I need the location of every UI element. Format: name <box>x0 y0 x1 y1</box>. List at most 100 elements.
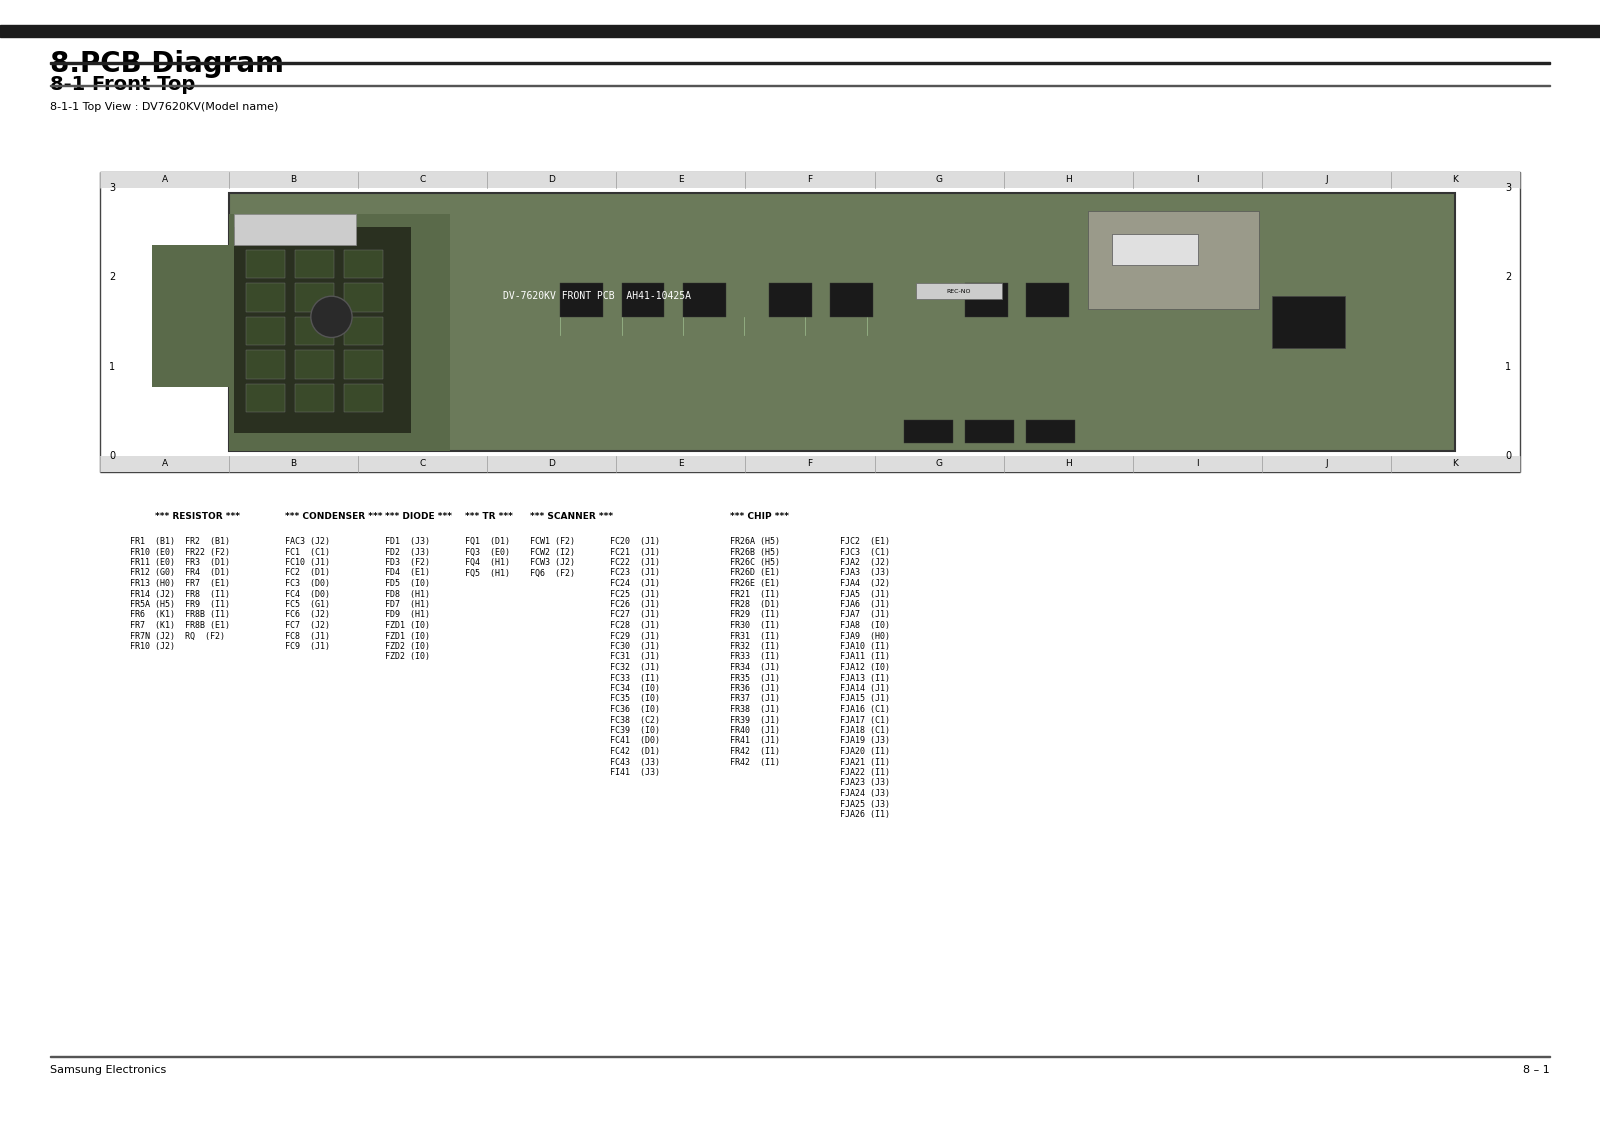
Text: FR8  (I1): FR8 (I1) <box>186 590 230 599</box>
Text: FJA23 (J3): FJA23 (J3) <box>840 779 890 788</box>
Text: FJA2  (J2): FJA2 (J2) <box>840 558 890 567</box>
Bar <box>1088 211 1259 309</box>
Text: *** SCANNER ***: *** SCANNER *** <box>530 512 613 521</box>
Text: FJA3  (J3): FJA3 (J3) <box>840 568 890 577</box>
Bar <box>99 172 1520 472</box>
Text: 8 – 1: 8 – 1 <box>1523 1065 1550 1075</box>
Bar <box>246 317 285 345</box>
Text: FC33  (I1): FC33 (I1) <box>610 674 661 683</box>
Text: F: F <box>808 175 813 185</box>
Text: FC35  (I0): FC35 (I0) <box>610 695 661 703</box>
Text: 8-1 Front Top: 8-1 Front Top <box>50 75 195 94</box>
Text: C: C <box>419 175 426 185</box>
Text: FC39  (I0): FC39 (I0) <box>610 726 661 735</box>
Text: FD5  (I0): FD5 (I0) <box>386 578 430 588</box>
Text: FQ5  (H1): FQ5 (H1) <box>466 568 510 577</box>
Text: 0: 0 <box>109 451 115 461</box>
Text: FZD2 (I0): FZD2 (I0) <box>386 652 430 661</box>
Text: FC29  (J1): FC29 (J1) <box>610 632 661 641</box>
Text: RQ  (F2): RQ (F2) <box>186 632 226 641</box>
Text: 3: 3 <box>109 183 115 192</box>
Text: FJA15 (J1): FJA15 (J1) <box>840 695 890 703</box>
Bar <box>344 351 382 379</box>
Text: FR7N (J2): FR7N (J2) <box>130 632 174 641</box>
Text: FZD1 (I0): FZD1 (I0) <box>386 632 430 641</box>
Text: I: I <box>1195 460 1198 469</box>
Text: FZD1 (I0): FZD1 (I0) <box>386 621 430 631</box>
Text: FJA4  (J2): FJA4 (J2) <box>840 578 890 588</box>
Text: FJA18 (C1): FJA18 (C1) <box>840 726 890 735</box>
Text: FD1  (J3): FD1 (J3) <box>386 537 430 546</box>
Text: FC22  (J1): FC22 (J1) <box>610 558 661 567</box>
Text: FJA17 (C1): FJA17 (C1) <box>840 715 890 724</box>
Text: FR11 (E0): FR11 (E0) <box>130 558 174 567</box>
Text: FC28  (J1): FC28 (J1) <box>610 621 661 631</box>
Text: FJA6  (J1): FJA6 (J1) <box>840 600 890 609</box>
Text: FD3  (F2): FD3 (F2) <box>386 558 430 567</box>
Text: *** TR ***: *** TR *** <box>466 512 514 521</box>
Bar <box>246 351 285 379</box>
Text: 2: 2 <box>1506 273 1510 282</box>
Text: FR35  (J1): FR35 (J1) <box>730 674 781 683</box>
Text: 8.PCB Diagram: 8.PCB Diagram <box>50 50 285 78</box>
Text: FC32  (J1): FC32 (J1) <box>610 663 661 672</box>
Text: FR28  (D1): FR28 (D1) <box>730 600 781 609</box>
Text: FD4  (E1): FD4 (E1) <box>386 568 430 577</box>
Text: FJA5  (J1): FJA5 (J1) <box>840 590 890 599</box>
Text: FC43  (J3): FC43 (J3) <box>610 757 661 766</box>
Text: DV-7620KV FRONT PCB  AH41-10425A: DV-7620KV FRONT PCB AH41-10425A <box>502 291 691 301</box>
Text: FC7  (J2): FC7 (J2) <box>285 621 330 631</box>
Text: FC41  (D0): FC41 (D0) <box>610 737 661 746</box>
Text: FC20  (J1): FC20 (J1) <box>610 537 661 546</box>
Circle shape <box>310 297 352 337</box>
Text: FR41  (J1): FR41 (J1) <box>730 737 781 746</box>
Text: FR8B (I1): FR8B (I1) <box>186 610 230 619</box>
Text: REC-NO: REC-NO <box>947 289 971 293</box>
Bar <box>294 250 334 278</box>
Bar <box>229 192 1456 451</box>
Text: FD2  (J3): FD2 (J3) <box>386 548 430 557</box>
Text: FR30  (I1): FR30 (I1) <box>730 621 781 631</box>
Bar <box>294 384 334 412</box>
Bar <box>344 384 382 412</box>
Text: FJA9  (H0): FJA9 (H0) <box>840 632 890 641</box>
Text: FJA24 (J3): FJA24 (J3) <box>840 789 890 798</box>
Bar <box>1026 283 1069 317</box>
Text: FJA11 (I1): FJA11 (I1) <box>840 652 890 661</box>
Text: *** CONDENSER ***: *** CONDENSER *** <box>285 512 382 521</box>
Text: FD7  (H1): FD7 (H1) <box>386 600 430 609</box>
Text: FJA19 (J3): FJA19 (J3) <box>840 737 890 746</box>
Text: FR32  (I1): FR32 (I1) <box>730 642 781 651</box>
Text: FJA12 (I0): FJA12 (I0) <box>840 663 890 672</box>
Bar <box>234 214 355 245</box>
Text: FC27  (J1): FC27 (J1) <box>610 610 661 619</box>
Text: FJA8  (I0): FJA8 (I0) <box>840 621 890 631</box>
Text: FC42  (D1): FC42 (D1) <box>610 747 661 756</box>
Text: FC23  (J1): FC23 (J1) <box>610 568 661 577</box>
Text: FR26E (E1): FR26E (E1) <box>730 578 781 588</box>
Bar <box>294 351 334 379</box>
Text: FCW3 (J2): FCW3 (J2) <box>530 558 574 567</box>
Text: B: B <box>291 460 296 469</box>
Text: FC6  (J2): FC6 (J2) <box>285 610 330 619</box>
Text: FR12 (G0): FR12 (G0) <box>130 568 174 577</box>
Text: FC2  (D1): FC2 (D1) <box>285 568 330 577</box>
Bar <box>344 317 382 345</box>
Text: FC4  (D0): FC4 (D0) <box>285 590 330 599</box>
Text: FR13 (H0): FR13 (H0) <box>130 578 174 588</box>
Text: 1: 1 <box>1506 361 1510 371</box>
Text: FCW1 (F2): FCW1 (F2) <box>530 537 574 546</box>
Text: 1: 1 <box>109 361 115 371</box>
Text: FR5A (H5): FR5A (H5) <box>130 600 174 609</box>
Text: FR26A (H5): FR26A (H5) <box>730 537 781 546</box>
Text: Samsung Electronics: Samsung Electronics <box>50 1065 166 1075</box>
Text: FJA10 (I1): FJA10 (I1) <box>840 642 890 651</box>
Text: *** RESISTOR ***: *** RESISTOR *** <box>155 512 240 521</box>
Text: J: J <box>1325 175 1328 185</box>
Text: A: A <box>162 175 168 185</box>
Bar <box>50 85 1550 86</box>
Text: C: C <box>419 460 426 469</box>
Text: H: H <box>1066 460 1072 469</box>
Bar <box>246 384 285 412</box>
Text: FAC3 (J2): FAC3 (J2) <box>285 537 330 546</box>
